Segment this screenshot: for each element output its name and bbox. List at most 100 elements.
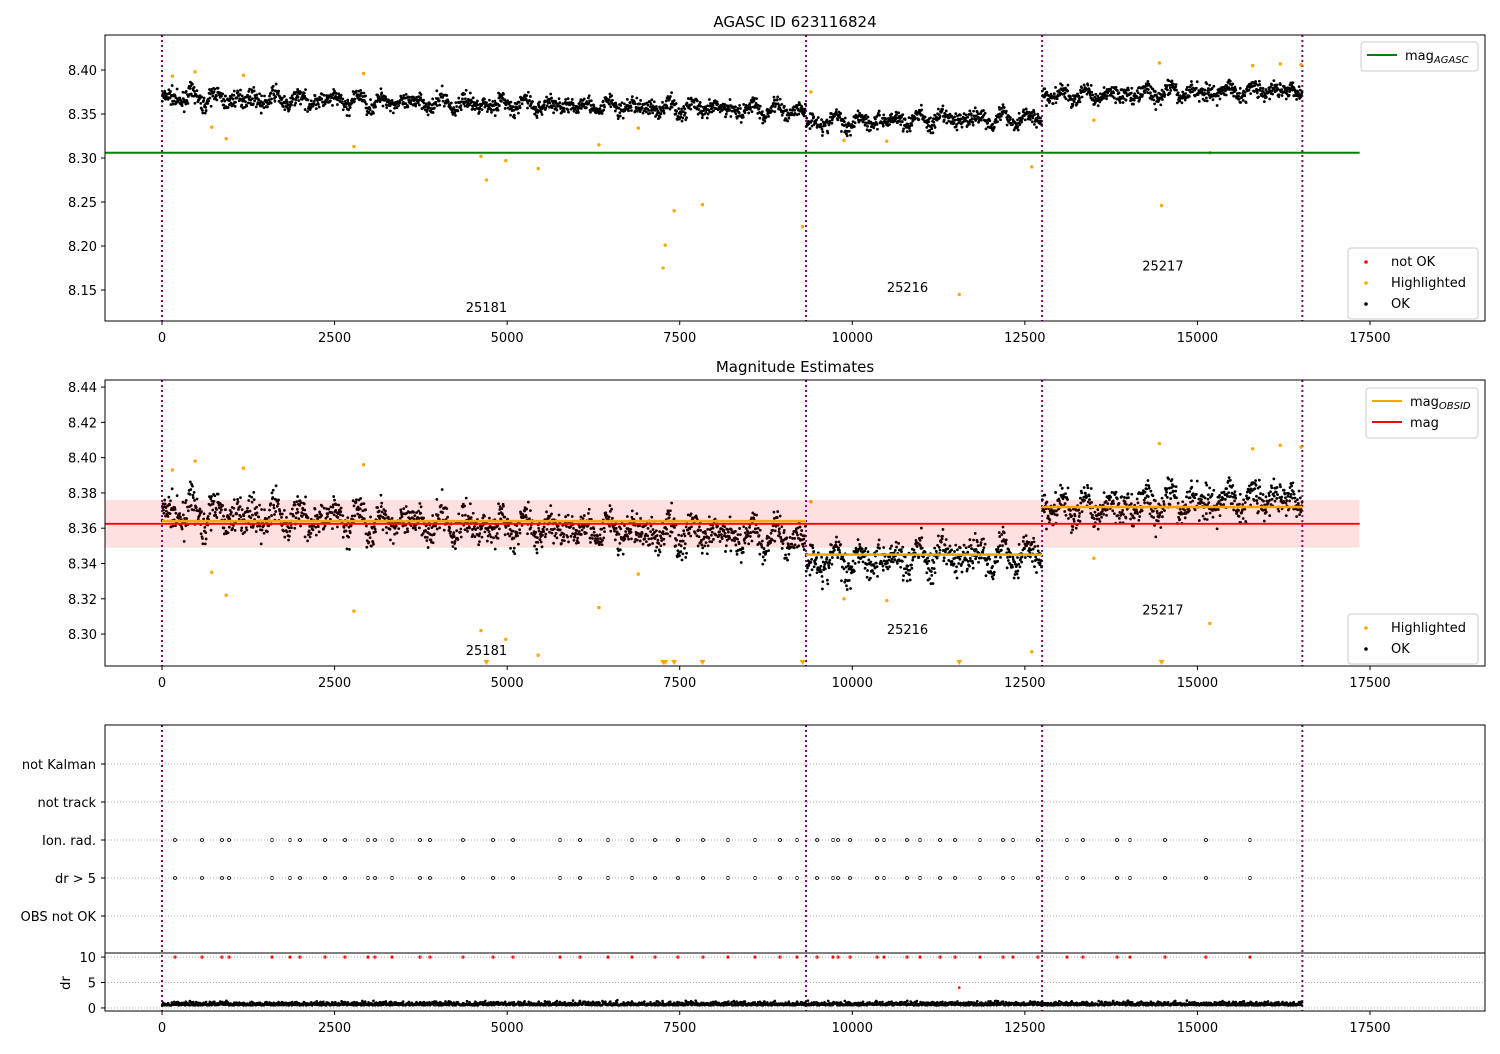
- highlighted-point: [352, 145, 355, 148]
- ok-point: [1249, 92, 1252, 95]
- ok-point: [564, 98, 567, 101]
- x-tick-label: 15000: [1177, 331, 1218, 346]
- y-tick-label: 8.35: [68, 108, 97, 123]
- ok-point: [589, 111, 592, 114]
- ok-point: [1225, 94, 1228, 97]
- ok-point: [699, 101, 702, 104]
- ok-point: [171, 487, 174, 490]
- ok-point: [1056, 97, 1059, 100]
- ok-point: [304, 108, 307, 111]
- highlighted-point: [479, 155, 482, 158]
- ok-point: [787, 117, 790, 120]
- ok-point: [1011, 566, 1014, 569]
- highlighted-point: [1030, 165, 1033, 168]
- ok-point: [1147, 88, 1150, 91]
- ok-point: [1002, 103, 1005, 106]
- ok-point: [1272, 79, 1275, 82]
- ok-point: [876, 128, 879, 131]
- ok-point: [677, 107, 680, 110]
- ok-point: [481, 108, 484, 111]
- ok-point: [742, 116, 745, 119]
- ok-point: [812, 115, 815, 118]
- ok-point: [1053, 92, 1056, 95]
- ok-point: [1245, 101, 1248, 104]
- ok-point: [761, 110, 764, 113]
- ok-point: [266, 106, 269, 109]
- ok-point: [1203, 99, 1206, 102]
- ok-point: [1212, 85, 1215, 88]
- ok-point: [496, 106, 499, 109]
- ok-point: [647, 109, 650, 112]
- ok-point: [1262, 87, 1265, 90]
- ok-point: [662, 107, 665, 110]
- ok-point: [465, 89, 468, 92]
- ok-point: [685, 116, 688, 119]
- ok-point: [299, 103, 302, 106]
- ok-point: [341, 100, 344, 103]
- ok-point: [433, 107, 436, 110]
- ok-point: [803, 111, 806, 114]
- ok-point: [1188, 95, 1191, 98]
- ok-point: [494, 114, 497, 117]
- ok-point: [465, 497, 468, 500]
- ok-point: [758, 107, 761, 110]
- ok-point: [1186, 86, 1189, 89]
- ok-point: [1231, 83, 1234, 86]
- ok-point: [273, 100, 276, 103]
- ok-point: [541, 113, 544, 116]
- ok-point: [213, 88, 216, 91]
- ok-point: [300, 91, 303, 94]
- ok-point: [838, 549, 841, 552]
- ok-point: [1081, 96, 1084, 99]
- legend-label: Highlighted: [1391, 276, 1466, 291]
- ok-point: [924, 551, 927, 554]
- ok-point: [208, 97, 211, 100]
- x-tick-label: 0: [158, 331, 166, 346]
- ok-point: [283, 108, 286, 111]
- ok-point: [600, 104, 603, 107]
- ok-point: [684, 556, 687, 559]
- ok-point: [505, 103, 508, 106]
- ok-point: [610, 94, 613, 97]
- ok-point: [590, 99, 593, 102]
- ok-point: [906, 580, 909, 583]
- ok-point: [986, 562, 989, 565]
- ok-point: [1019, 565, 1022, 568]
- ok-point: [852, 560, 855, 563]
- ok-point: [257, 98, 260, 101]
- ok-point: [486, 110, 489, 113]
- ok-point: [867, 116, 870, 119]
- ok-point: [881, 562, 884, 565]
- ok-point: [674, 113, 677, 116]
- ok-point: [237, 91, 240, 94]
- ok-point: [519, 106, 522, 109]
- ok-point: [454, 547, 457, 550]
- ok-point: [445, 94, 448, 97]
- ok-point: [932, 582, 935, 585]
- ok-point: [1033, 565, 1036, 568]
- ok-point: [189, 481, 192, 484]
- ok-point: [1130, 92, 1133, 95]
- ok-point: [622, 553, 625, 556]
- ok-point: [648, 112, 651, 115]
- ok-point: [380, 494, 383, 497]
- ok-point: [833, 549, 836, 552]
- ok-point: [189, 488, 192, 491]
- ok-point: [1018, 112, 1021, 115]
- ok-point: [862, 121, 865, 124]
- ok-point: [359, 497, 362, 500]
- ok-point: [740, 121, 743, 124]
- ok-point: [706, 117, 709, 120]
- ok-point: [1078, 96, 1081, 99]
- ok-point: [1149, 91, 1152, 94]
- ok-point: [935, 550, 938, 553]
- ok-point: [1291, 81, 1294, 84]
- ok-point: [1016, 570, 1019, 573]
- ok-point: [348, 548, 351, 551]
- ok-point: [1020, 121, 1023, 124]
- ok-point: [1055, 101, 1058, 104]
- ok-point: [679, 550, 682, 553]
- ok-point: [1006, 124, 1009, 127]
- ok-point: [1105, 97, 1108, 100]
- ok-point: [546, 104, 549, 107]
